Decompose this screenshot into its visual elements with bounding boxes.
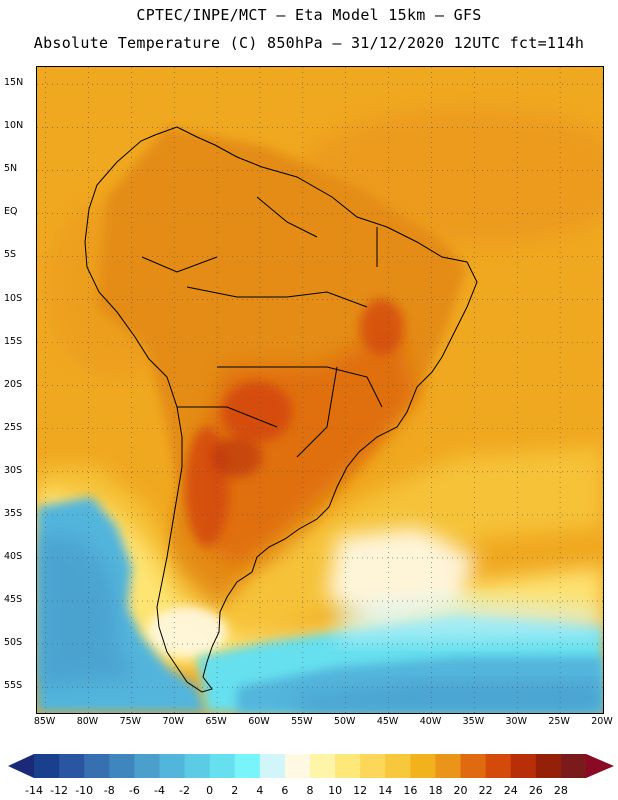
longitude-tick-label: 25W <box>548 716 570 727</box>
colorbar-tick-label: 28 <box>553 784 568 797</box>
latitude-tick-label: 5N <box>4 163 18 175</box>
latitude-tick-label: 55S <box>4 680 23 692</box>
colorbar-swatch <box>385 754 411 778</box>
colorbar-swatch <box>134 754 160 778</box>
latitude-tick-label: 15N <box>4 77 24 89</box>
colorbar-tick-label: -4 <box>153 784 165 797</box>
temperature-map[interactable] <box>36 66 604 714</box>
colorbar-swatch <box>159 754 186 778</box>
longitude-tick-label: 40W <box>419 716 442 727</box>
latitude-tick-label: 40S <box>4 550 23 562</box>
latitude-tick-label: 10N <box>4 120 24 132</box>
colorbar-tick-label: -8 <box>103 784 115 797</box>
colorbar-swatch <box>360 754 386 778</box>
colorbar-tick-label: 2 <box>231 784 239 797</box>
longitude-tick-label: 65W <box>205 716 227 727</box>
colorbar-over-arrow <box>586 754 614 778</box>
colorbar-tick-label: 22 <box>478 784 493 797</box>
colorbar-swatch <box>234 754 261 778</box>
colorbar-tick-label: 4 <box>256 784 264 797</box>
longitude-tick-label: 45W <box>376 716 399 727</box>
colorbar-swatch <box>410 754 436 778</box>
latitude-tick-label: 10S <box>4 292 23 304</box>
colorbar-tick-label: 16 <box>403 784 418 797</box>
colorbar-swatch <box>560 754 587 778</box>
colorbar-tick-label: -12 <box>50 784 69 797</box>
map-title: CPTEC/INPE/MCT – Eta Model 15km – GFS <box>136 6 482 24</box>
longitude-tick-label: 35W <box>462 716 485 727</box>
colorbar-tick-label: -14 <box>25 784 43 797</box>
latitude-tick-label: 20S <box>4 378 23 390</box>
colorbar-swatch <box>84 754 110 778</box>
longitude-tick-label: 85W <box>33 716 56 727</box>
colorbar-tick-label: -2 <box>179 784 191 797</box>
colorbar-tick-label: 6 <box>281 784 289 797</box>
colorbar-swatch <box>485 754 512 778</box>
colorbar-tick-label: 18 <box>428 784 443 797</box>
latitude-tick-label: 5S <box>4 249 17 261</box>
colorbar-tick-label: 8 <box>306 784 314 797</box>
colorbar-under-arrow <box>8 754 34 778</box>
colorbar-swatch <box>59 754 85 778</box>
colorbar-swatch <box>284 754 311 778</box>
temperature-field <box>37 107 603 713</box>
colorbar-swatch <box>109 754 135 778</box>
colorbar-swatch <box>460 754 487 778</box>
temperature-colorbar <box>8 754 614 778</box>
colorbar-swatch <box>310 754 336 778</box>
colorbar-tick-label: 24 <box>503 784 518 797</box>
longitude-tick-label: 70W <box>162 716 184 727</box>
longitude-tick-label: 60W <box>248 716 270 727</box>
colorbar-tick-label: 0 <box>206 784 214 797</box>
colorbar-tick-label: 26 <box>528 784 543 797</box>
colorbar-tick-label: 20 <box>453 784 468 797</box>
latitude-tick-label: 45S <box>4 594 23 606</box>
longitude-tick-label: 55W <box>291 716 313 727</box>
colorbar-swatch <box>510 754 537 778</box>
colorbar-tick-label: 10 <box>328 784 343 797</box>
coastline-and-borders <box>84 126 478 693</box>
colorbar-swatch <box>435 754 462 778</box>
longitude-tick-label: 50W <box>333 716 356 727</box>
colorbar-tick-label: 14 <box>378 784 393 797</box>
map-canvas <box>37 67 603 713</box>
colorbar-swatch <box>34 754 60 778</box>
colorbar-tick-label: 12 <box>353 784 368 797</box>
latitude-tick-label: 50S <box>4 637 23 649</box>
longitude-tick-label: 20W <box>591 716 613 727</box>
latitude-tick-label: 35S <box>4 507 23 519</box>
longitude-tick-label: 30W <box>505 716 527 727</box>
colorbar-swatch <box>184 754 211 778</box>
latitude-tick-label: EQ <box>4 206 18 218</box>
latitude-tick-label: 25S <box>4 421 23 433</box>
colorbar-swatch <box>259 754 286 778</box>
colorbar-swatch <box>535 754 562 778</box>
latitude-tick-label: 30S <box>4 464 23 476</box>
longitude-tick-label: 80W <box>76 716 99 727</box>
latitude-tick-label: 15S <box>4 335 23 347</box>
colorbar-tick-label: -10 <box>75 784 94 797</box>
map-subtitle: Absolute Temperature (C) 850hPa – 31/12/… <box>33 34 585 52</box>
colorbar-swatch <box>335 754 361 778</box>
colorbar-swatch <box>209 754 236 778</box>
colorbar-tick-label: -6 <box>128 784 140 797</box>
longitude-tick-label: 75W <box>119 716 142 727</box>
